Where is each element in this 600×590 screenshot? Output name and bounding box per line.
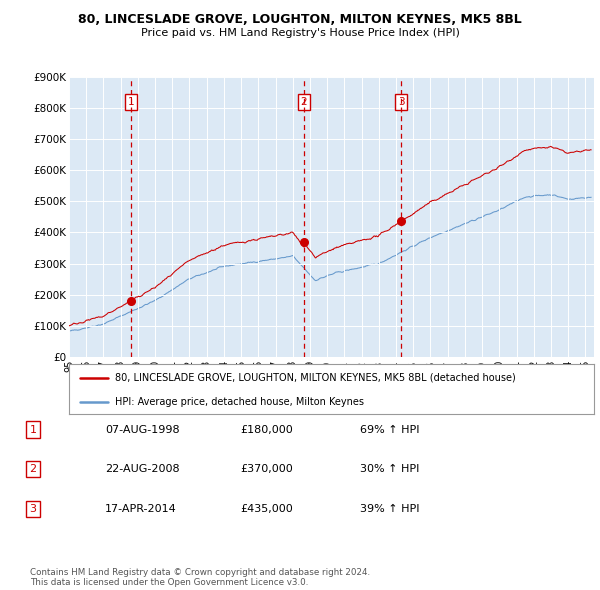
Text: Price paid vs. HM Land Registry's House Price Index (HPI): Price paid vs. HM Land Registry's House … (140, 28, 460, 38)
Text: 3: 3 (29, 504, 37, 514)
Text: 1: 1 (29, 425, 37, 434)
Text: £180,000: £180,000 (240, 425, 293, 434)
Text: 69% ↑ HPI: 69% ↑ HPI (360, 425, 419, 434)
Text: £435,000: £435,000 (240, 504, 293, 514)
Text: 39% ↑ HPI: 39% ↑ HPI (360, 504, 419, 514)
Text: 3: 3 (398, 97, 404, 107)
Text: £370,000: £370,000 (240, 464, 293, 474)
Text: Contains HM Land Registry data © Crown copyright and database right 2024.
This d: Contains HM Land Registry data © Crown c… (30, 568, 370, 587)
Text: 30% ↑ HPI: 30% ↑ HPI (360, 464, 419, 474)
Text: 2: 2 (301, 97, 307, 107)
Text: 1: 1 (128, 97, 134, 107)
Text: 2: 2 (29, 464, 37, 474)
Text: HPI: Average price, detached house, Milton Keynes: HPI: Average price, detached house, Milt… (115, 396, 364, 407)
Text: 80, LINCESLADE GROVE, LOUGHTON, MILTON KEYNES, MK5 8BL (detached house): 80, LINCESLADE GROVE, LOUGHTON, MILTON K… (115, 372, 516, 382)
Text: 17-APR-2014: 17-APR-2014 (105, 504, 177, 514)
Text: 22-AUG-2008: 22-AUG-2008 (105, 464, 179, 474)
Text: 80, LINCESLADE GROVE, LOUGHTON, MILTON KEYNES, MK5 8BL: 80, LINCESLADE GROVE, LOUGHTON, MILTON K… (78, 13, 522, 26)
Text: 07-AUG-1998: 07-AUG-1998 (105, 425, 179, 434)
